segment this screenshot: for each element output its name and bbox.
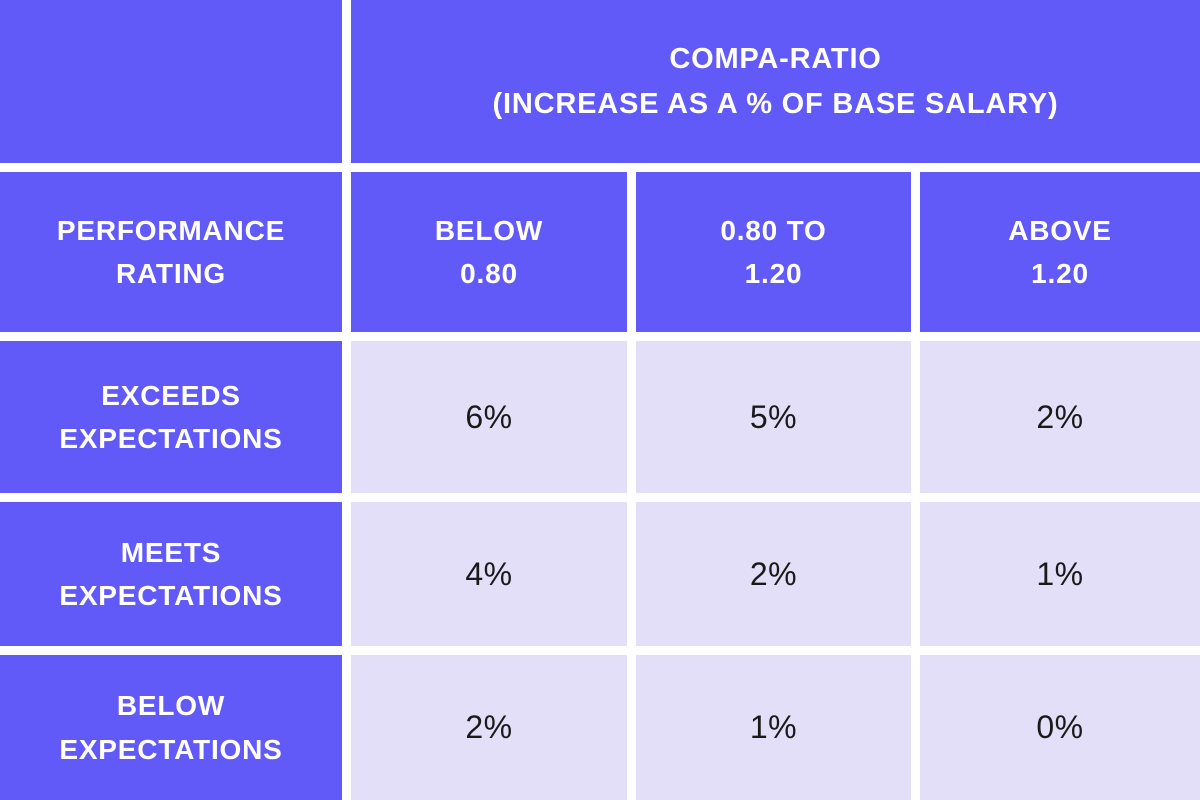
value-below-mid: 1% xyxy=(636,655,911,800)
corner-cell xyxy=(0,0,342,163)
compa-ratio-title: COMPA-RATIO xyxy=(669,42,882,75)
value-below-below080: 2% xyxy=(351,655,627,800)
row-header-exceeds-expectations: EXCEEDS EXPECTATIONS xyxy=(0,341,342,493)
compa-ratio-subtitle: (INCREASE AS A % OF BASE SALARY) xyxy=(492,87,1059,120)
col-header-0-80-to-1-20: 0.80 TO 1.20 xyxy=(636,172,911,332)
value-meets-above120: 1% xyxy=(920,502,1200,646)
row-header-meets-expectations: MEETS EXPECTATIONS xyxy=(0,502,342,646)
row-header-below-expectations: BELOW EXPECTATIONS xyxy=(0,655,342,800)
value-meets-mid: 2% xyxy=(636,502,911,646)
performance-rating-header: PERFORMANCE RATING xyxy=(0,172,342,332)
value-exceeds-mid: 5% xyxy=(636,341,911,493)
value-exceeds-below080: 6% xyxy=(351,341,627,493)
value-meets-below080: 4% xyxy=(351,502,627,646)
value-below-above120: 0% xyxy=(920,655,1200,800)
value-exceeds-above120: 2% xyxy=(920,341,1200,493)
col-header-above-1-20: ABOVE 1.20 xyxy=(920,172,1200,332)
col-header-below-0-80: BELOW 0.80 xyxy=(351,172,627,332)
compa-ratio-header: COMPA-RATIO (INCREASE AS A % OF BASE SAL… xyxy=(351,0,1200,163)
